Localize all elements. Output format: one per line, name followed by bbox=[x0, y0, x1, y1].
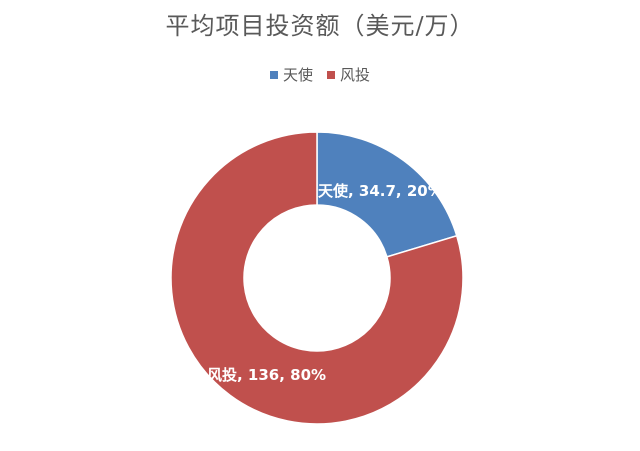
donut-slices bbox=[170, 131, 464, 425]
donut-slice-vc bbox=[170, 131, 464, 425]
data-label-vc: 风投, 136, 80% bbox=[207, 366, 326, 384]
legend-swatch-angel bbox=[269, 70, 278, 79]
legend-label-angel: 天使 bbox=[282, 66, 313, 84]
data-label-angel: 天使, 34.7, 20% bbox=[318, 182, 443, 200]
legend-item-vc: 风投 bbox=[327, 64, 370, 85]
legend-label-vc: 风投 bbox=[340, 66, 371, 84]
legend-swatch-vc bbox=[327, 70, 335, 79]
legend-item-angel: 天使 bbox=[269, 64, 313, 85]
chart-legend: 天使 风投 bbox=[0, 64, 640, 85]
donut-slice-angel bbox=[316, 131, 458, 258]
chart-title: 平均项目投资额（美元/万） bbox=[165, 12, 475, 40]
